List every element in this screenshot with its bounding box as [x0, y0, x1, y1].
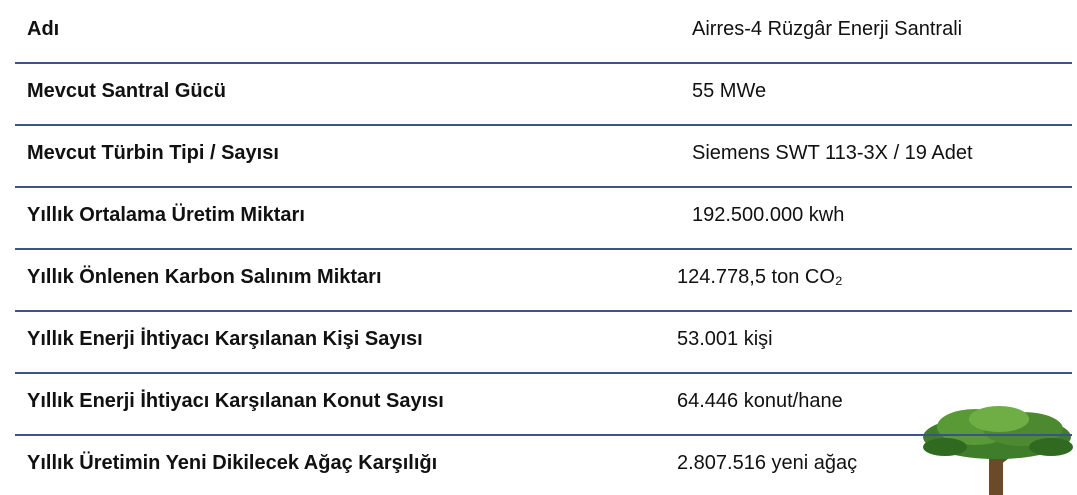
row-value: 2.807.516 yeni ağaç — [677, 434, 857, 492]
table-row: Yıllık Enerji İhtiyacı Karşılanan Kişi S… — [15, 310, 1072, 372]
table-row: Yıllık Üretimin Yeni Dikilecek Ağaç Karş… — [15, 434, 1072, 495]
row-value: 53.001 kişi — [677, 310, 773, 368]
row-separator — [15, 434, 1072, 436]
row-label: Mevcut Santral Gücü — [27, 62, 226, 120]
row-value: 124.778,5 ton CO₂ — [677, 248, 843, 306]
tree-icon — [915, 405, 1077, 495]
table: Yıllık Üretimin Yeni Dikilecek Ağaç Karş… — [0, 0, 1077, 495]
row-value: 192.500.000 kwh — [692, 186, 844, 244]
row-label: Yıllık Enerji İhtiyacı Karşılanan Kişi S… — [27, 310, 423, 368]
row-separator — [15, 62, 1072, 64]
row-label: Yıllık Önlenen Karbon Salınım Miktarı — [27, 248, 382, 306]
table-row: Mevcut Türbin Tipi / Sayısı Siemens SWT 1… — [15, 124, 1072, 186]
row-separator — [15, 372, 1072, 374]
row-value: Siemens SWT 113-3X / 19 Adet — [692, 124, 973, 182]
row-label: Adı — [27, 0, 59, 58]
table-row: Yıllık Ortalama Üretim Miktarı 192.500.00… — [15, 186, 1072, 248]
table-row: Yıllık Enerji İhtiyacı Karşılanan Konut … — [15, 372, 1072, 434]
row-value: 64.446 konut/hane — [677, 372, 843, 430]
row-label: Yıllık Ortalama Üretim Miktarı — [27, 186, 305, 244]
row-value: Airres-4 Rüzgâr Enerji Santrali — [692, 0, 962, 58]
row-value: 55 MWe — [692, 62, 766, 120]
row-label: Yıllık Enerji İhtiyacı Karşılanan Konut … — [27, 372, 444, 430]
row-separator — [15, 310, 1072, 312]
row-separator — [15, 186, 1072, 188]
table-row: Mevcut Santral Gücü 55 MWe — [15, 62, 1072, 124]
row-label: Yıllık Üretimin Yeni Dikilecek Ağaç Karş… — [27, 434, 437, 492]
row-separator — [15, 248, 1072, 250]
table-row: Adı Airres-4 Rüzgâr Enerji Santrali — [15, 0, 1072, 62]
table-row: Yıllık Önlenen Karbon Salınım Miktarı 124… — [15, 248, 1072, 310]
row-label: Mevcut Türbin Tipi / Sayısı — [27, 124, 279, 182]
row-separator — [15, 124, 1072, 126]
